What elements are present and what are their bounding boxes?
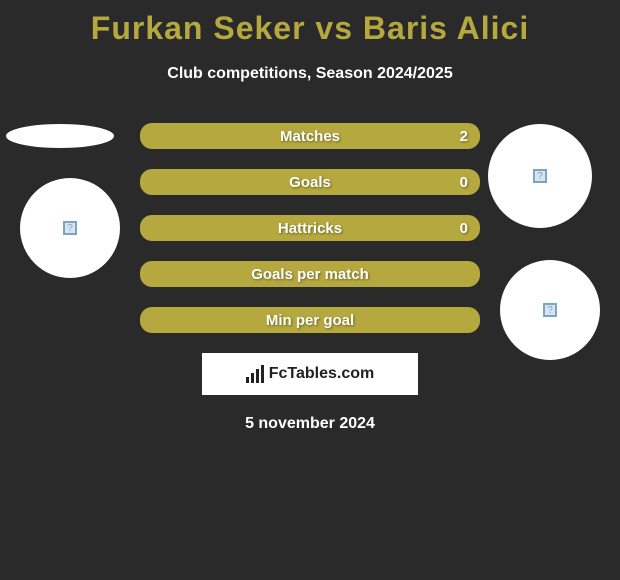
stat-value: 2 (460, 128, 468, 145)
decorative-ellipse (6, 124, 114, 148)
avatar-top-right: ? (488, 124, 592, 228)
stat-row-min-per-goal: Min per goal (140, 307, 480, 333)
avatar-left: ? (20, 178, 120, 278)
stat-label: Matches (280, 128, 340, 145)
logo-bars-icon (246, 365, 264, 383)
page-title: Furkan Seker vs Baris Alici (0, 0, 620, 47)
stat-row-matches: Matches 2 (140, 123, 480, 149)
stat-label: Goals per match (251, 266, 369, 283)
stat-label: Min per goal (266, 312, 354, 329)
placeholder-icon: ? (63, 221, 77, 235)
stat-value: 0 (460, 220, 468, 237)
stat-row-goals-per-match: Goals per match (140, 261, 480, 287)
stat-label: Goals (289, 174, 331, 191)
stats-table: Matches 2 Goals 0 Hattricks 0 Goals per … (140, 123, 480, 333)
avatar-bottom-right: ? (500, 260, 600, 360)
subtitle: Club competitions, Season 2024/2025 (0, 65, 620, 83)
stat-row-hattricks: Hattricks 0 (140, 215, 480, 241)
stat-label: Hattricks (278, 220, 342, 237)
placeholder-icon: ? (543, 303, 557, 317)
stat-value: 0 (460, 174, 468, 191)
stat-row-goals: Goals 0 (140, 169, 480, 195)
logo-box[interactable]: FcTables.com (202, 353, 418, 395)
placeholder-icon: ? (533, 169, 547, 183)
date-label: 5 november 2024 (0, 415, 620, 433)
logo-text: FcTables.com (269, 365, 375, 383)
